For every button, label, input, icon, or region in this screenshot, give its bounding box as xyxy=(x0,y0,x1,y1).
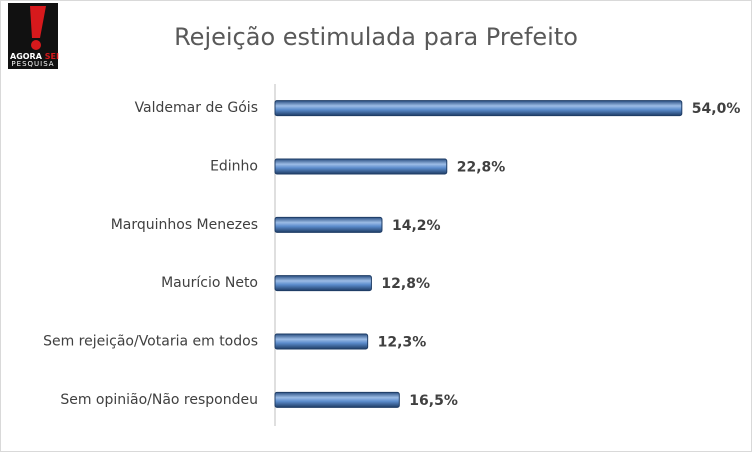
logo-dot xyxy=(31,40,41,50)
logo-text-1: AGORA xyxy=(10,52,43,61)
bar xyxy=(274,275,372,292)
logo-text-3: PESQUISA xyxy=(11,60,54,68)
bar xyxy=(274,216,383,233)
y-tick-label: Valdemar de Góis xyxy=(135,100,258,116)
value-label: 16,5% xyxy=(409,393,458,409)
logo-mark xyxy=(30,6,46,38)
value-label: 14,2% xyxy=(392,218,441,234)
logo-text-2: SEI xyxy=(45,52,59,61)
y-tick-label: Edinho xyxy=(210,159,258,175)
bar xyxy=(274,333,369,350)
logo-text: AGORA SEI xyxy=(10,52,59,61)
value-label: 12,3% xyxy=(378,335,427,351)
value-label: 12,8% xyxy=(381,276,430,292)
y-tick-label: Maurício Neto xyxy=(161,275,258,291)
chart-title: Rejeição estimulada para Prefeito xyxy=(174,23,578,51)
y-tick-label: Marquinhos Menezes xyxy=(111,217,258,233)
y-tick-label: Sem opinião/Não respondeu xyxy=(60,392,258,408)
bar xyxy=(274,100,683,117)
value-label: 22,8% xyxy=(457,160,506,176)
bar xyxy=(274,391,400,408)
bar xyxy=(274,158,448,175)
y-tick-label: Sem rejeição/Votaria em todos xyxy=(43,334,258,350)
logo: AGORA SEI PESQUISA xyxy=(8,3,59,69)
value-label: 54,0% xyxy=(692,101,741,117)
